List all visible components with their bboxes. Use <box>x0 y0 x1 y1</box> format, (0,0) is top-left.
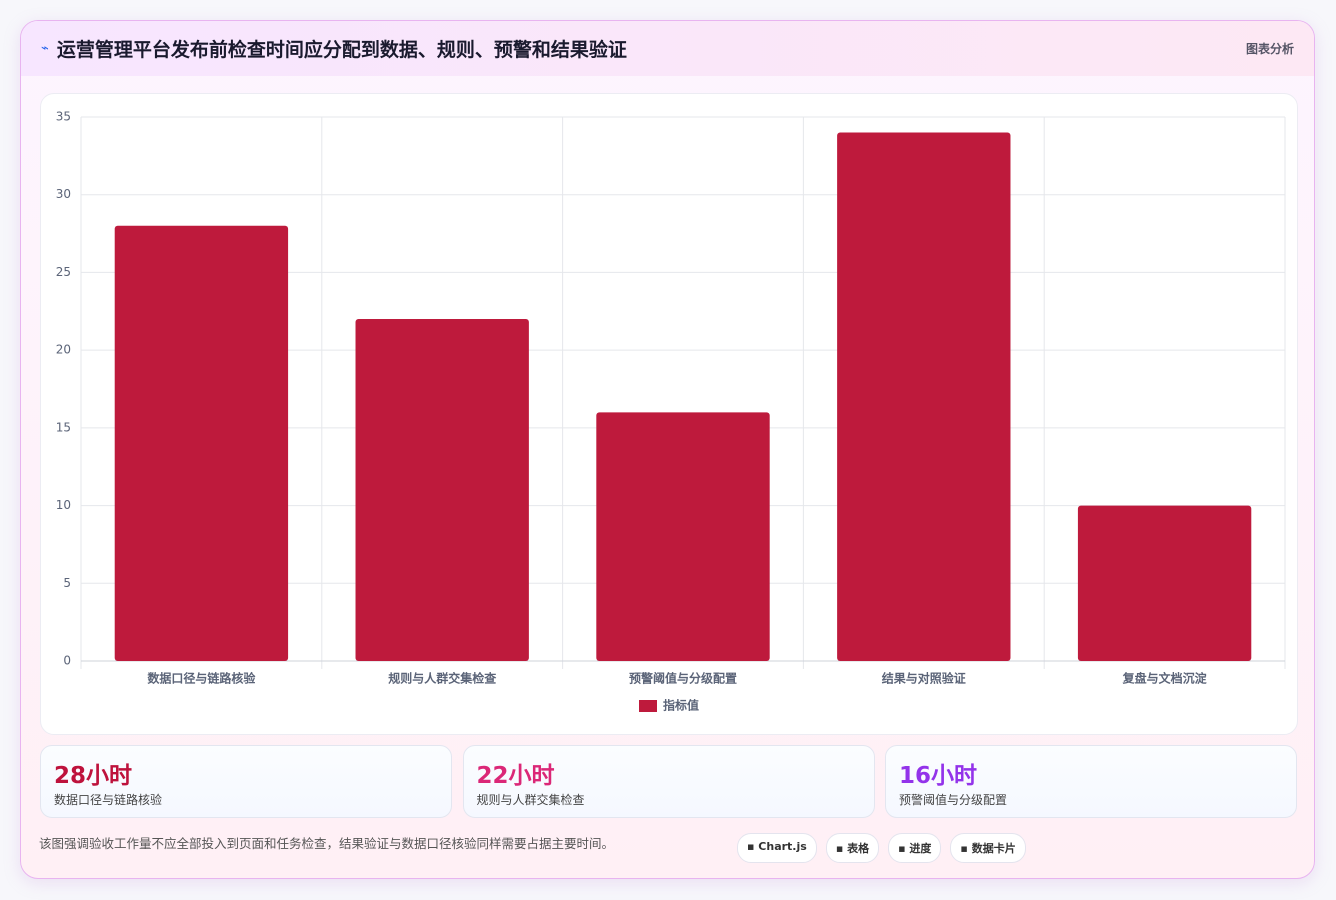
tags: Chart.js 表格进度数据卡片 <box>737 833 1026 863</box>
bar <box>114 225 289 662</box>
header-icon: ⌁ <box>41 41 49 56</box>
chart: 0 5 10 15 20 25 30 35 数据口径与链路核验 规则与人群交集检查 预警阈值与分级配… <box>56 110 1286 713</box>
x-tick-label: 结果与对照验证 <box>882 671 966 686</box>
title: 运营管理平台发布前检查时间应分配到数据、规则、预警和结果验证 <box>56 39 627 61</box>
x-tick-label: 预警阈值与分级配置 <box>629 671 737 686</box>
y-tick-label: 25 <box>56 265 71 279</box>
y-tick-label: 20 <box>56 343 71 357</box>
y-tick-label: 30 <box>56 187 71 201</box>
stat-label: 规则与人群交集检查 <box>476 793 585 807</box>
footer-note: 该图强调验收工作量不应全部投入到页面和任务检查，结果验证与数据口径核验同样需要占… <box>39 836 615 851</box>
chart-panel: 0 5 10 15 20 25 30 35 数据口径与链路核验 规则与人群交集检查 预警阈值与分级配… <box>40 93 1298 735</box>
stat-value: 22小时 <box>476 763 555 789</box>
y-tick-label: 5 <box>63 576 71 590</box>
bar <box>837 132 1011 662</box>
stat-label: 数据口径与链路核验 <box>54 793 163 807</box>
header: ⌁ 运营管理平台发布前检查时间应分配到数据、规则、预警和结果验证 图表分析 <box>21 21 1314 76</box>
x-tick-label: 复盘与文档沉淀 <box>1122 671 1208 686</box>
x-tick-label: 数据口径与链路核验 <box>147 671 256 686</box>
y-tick-label: 15 <box>56 420 71 434</box>
stat-label: 预警阈值与分级配置 <box>899 793 1008 807</box>
badge: 图表分析 <box>1245 42 1294 56</box>
bar <box>596 412 770 661</box>
tag-button[interactable]: 表格 <box>825 833 880 863</box>
chart-card: ⌁ 运营管理平台发布前检查时间应分配到数据、规则、预警和结果验证 图表分析 0 5… <box>20 20 1315 879</box>
x-tick-label: 规则与人群交集检查 <box>388 671 497 686</box>
y-tick-label: 35 <box>56 110 71 124</box>
stat-card: 22小时规则与人群交集检查 <box>462 745 875 818</box>
stat-value: 28小时 <box>54 763 133 789</box>
y-tick-label: 0 <box>63 654 71 668</box>
stat-card: 28小时数据口径与链路核验 <box>40 745 452 818</box>
tag-button[interactable]: 进度 <box>888 833 942 863</box>
tag-button[interactable]: Chart.js <box>737 833 817 863</box>
stat-card: 16小时预警阈值与分级配置 <box>885 745 1297 818</box>
tag-button[interactable]: 数据卡片 <box>950 833 1026 863</box>
bar <box>355 319 529 661</box>
legend-label: 指标值 <box>663 698 699 713</box>
legend-swatch <box>639 700 657 712</box>
stat-value: 16小时 <box>899 763 978 789</box>
bar <box>1077 505 1252 661</box>
y-tick-label: 10 <box>56 498 71 512</box>
